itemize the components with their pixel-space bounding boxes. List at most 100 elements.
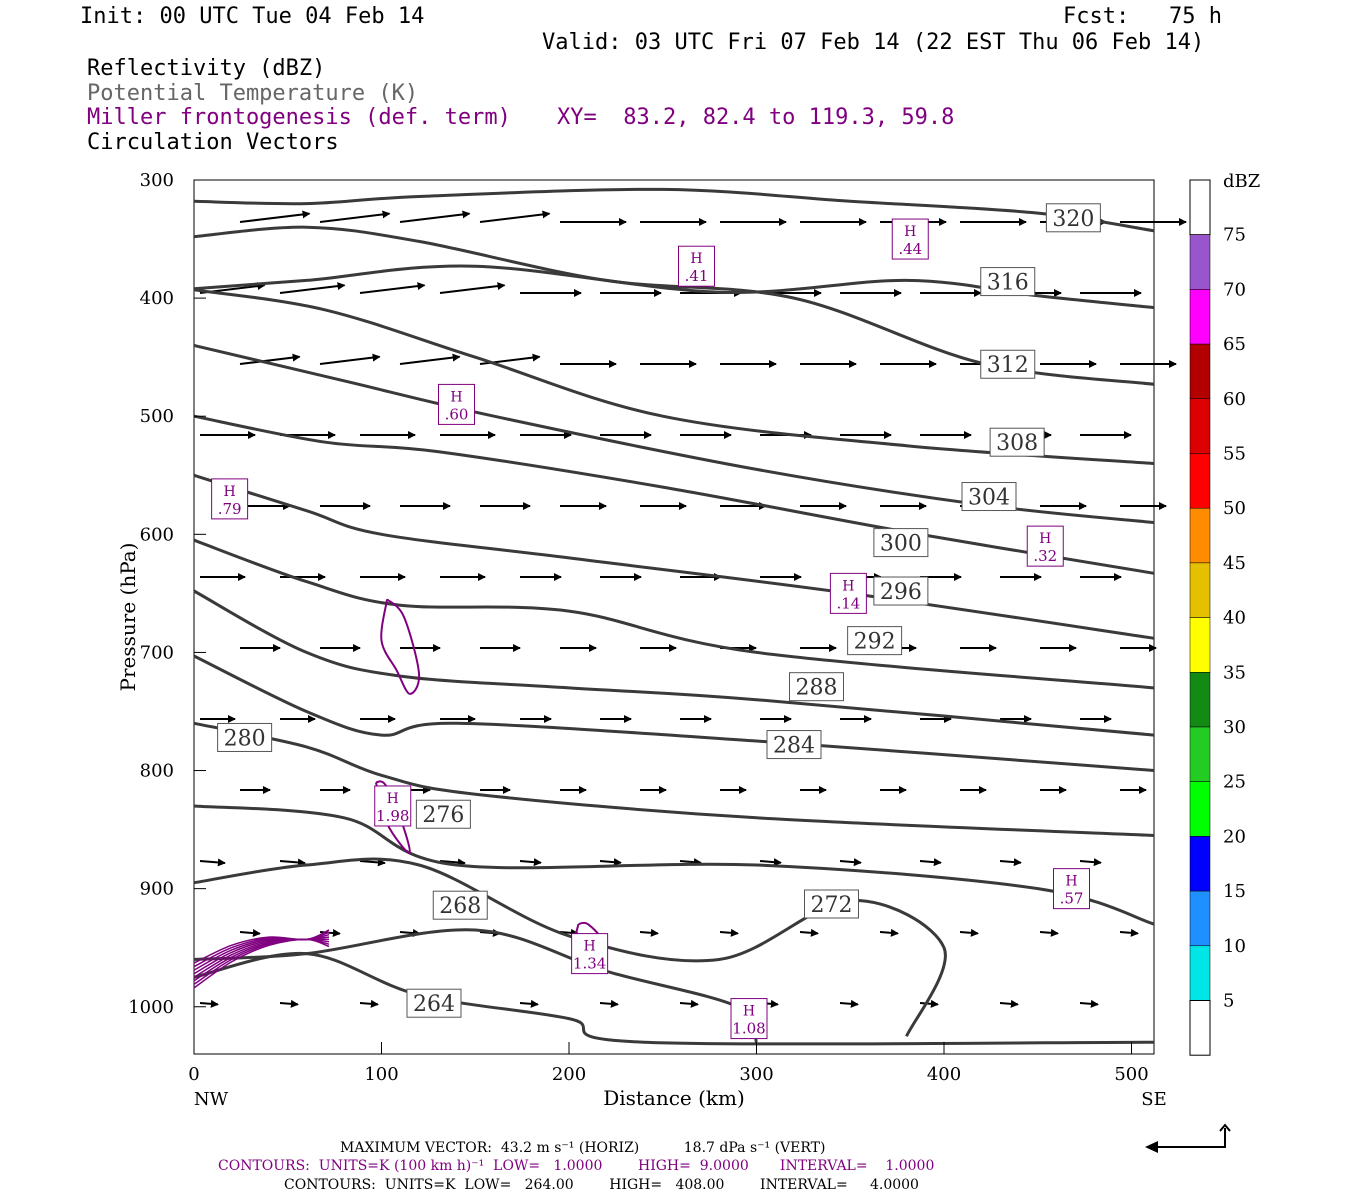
x-tick-label: 0: [188, 1064, 199, 1085]
valid-time: Valid: 03 UTC Fri 07 Feb 14 (22 EST Thu …: [542, 30, 1205, 55]
y-tick-label: 400: [140, 288, 174, 309]
circulation-vector: [999, 999, 1019, 1008]
circulation-vector: [839, 858, 862, 867]
circulation-vector: [239, 929, 261, 938]
circulation-vector: [679, 858, 702, 867]
colorbar-level: 50: [1223, 498, 1246, 519]
colorbar-level: 20: [1223, 826, 1246, 847]
y-tick-label: 700: [140, 642, 174, 663]
colorbar-level: 55: [1223, 444, 1246, 465]
circulation-vector: [519, 999, 539, 1008]
circulation-vector: [1079, 858, 1102, 867]
circulation-vector: [199, 999, 219, 1008]
circulation-vector: [319, 210, 391, 223]
circulation-vector: [1119, 928, 1139, 937]
fronto-max-value: 1.34: [573, 955, 606, 973]
circulation-vector: [359, 858, 386, 867]
fronto-max-value: 1.08: [732, 1020, 765, 1038]
contour-label-box: [989, 427, 1045, 457]
fronto-max-value: .41: [685, 267, 709, 285]
contour-label: 300: [880, 532, 922, 557]
circulation-vector: [479, 210, 551, 223]
fronto-max-label: H: [1065, 874, 1077, 890]
reference-vector: [1145, 1123, 1231, 1153]
reference-vector-head: [1145, 1141, 1158, 1153]
cross-section-endpoints: XY= 83.2, 82.4 to 119.3, 59.8: [557, 105, 955, 130]
fronto-max-value: 1.98: [376, 807, 409, 825]
y-tick-label: 600: [140, 524, 174, 545]
x-tick-label: 100: [364, 1064, 398, 1085]
field-circulation-vectors: Circulation Vectors: [87, 130, 339, 155]
circulation-vector: [439, 282, 506, 294]
contour-label-box: [789, 672, 844, 702]
theta-contour-280: [193, 721, 1155, 837]
colorbar-level: 25: [1223, 772, 1246, 793]
circulation-vector: [959, 928, 979, 937]
fronto-max-label: H: [904, 224, 916, 240]
colorbar-segment: [1189, 289, 1211, 345]
colorbar-title: dBZ: [1223, 171, 1260, 192]
y-tick-label: 300: [140, 170, 174, 191]
circulation-vector: [799, 928, 819, 937]
contour-label-box: [804, 889, 859, 919]
circulation-vector: [999, 858, 1022, 867]
contour-label-box: [766, 730, 822, 760]
circulation-vector: [359, 282, 426, 294]
theta-contour-268: [193, 928, 758, 1043]
forecast-hour: Fcst: 75 h: [1063, 4, 1222, 29]
contour-label-box: [415, 799, 471, 829]
fronto-max-label: H: [450, 389, 462, 405]
colorbar-segment: [1189, 1000, 1211, 1056]
y-tick-label: 500: [140, 406, 174, 427]
contour-label-box: [873, 576, 929, 606]
circulation-vector: [199, 858, 226, 867]
contour-label-box: [847, 626, 903, 656]
plot-frame: [193, 179, 1155, 1055]
contour-label-box: [217, 722, 273, 752]
fronto-max-box: [1053, 868, 1090, 910]
fronto-max-box: [571, 933, 609, 975]
colorbar: dBZ 75 70 65 60 55 50 45 40 35 30 25 20 15 10 5: [1189, 171, 1260, 1056]
circulation-vector: [239, 353, 301, 365]
circulation-vector: [719, 928, 739, 937]
colorbar-segment: [1189, 672, 1211, 728]
fronto-max-label: H: [584, 939, 596, 955]
colorbar-level: 10: [1223, 936, 1246, 957]
colorbar-segment: [1189, 836, 1211, 892]
reference-vector-arrow: [1150, 1128, 1226, 1148]
field-reflectivity: Reflectivity (dBZ): [87, 56, 326, 81]
theta-contour-276: [193, 804, 1155, 926]
fronto-max-label: H: [224, 484, 236, 500]
theta-contour-300: [193, 414, 1155, 575]
circulation-vector: [1079, 999, 1099, 1008]
maximum-vector-note: MAXIMUM VECTOR: 43.2 m s⁻¹ (HORIZ) 18.7 …: [340, 1140, 826, 1156]
fronto-max-box: [211, 478, 249, 520]
circulation-vector: [759, 858, 782, 867]
colorbar-segment: [1189, 234, 1211, 290]
colorbar-level: 65: [1223, 334, 1246, 355]
contour-label-box: [1045, 203, 1101, 233]
fronto-max-label: H: [842, 578, 854, 594]
theta-contours: [193, 187, 1155, 1046]
fronto-max-value: .44: [898, 240, 922, 258]
colorbar-level: 5: [1223, 991, 1234, 1012]
fronto-max-box: [730, 998, 768, 1040]
x-tick-label: 400: [927, 1064, 961, 1085]
circulation-vector: [879, 928, 899, 937]
x-axis-title: Distance (km): [603, 1086, 745, 1110]
theta-contour-264: [193, 951, 1155, 1046]
contour-label: 284: [773, 734, 815, 759]
circulation-vector: [279, 282, 346, 294]
fronto-max-value: .60: [445, 405, 469, 423]
contour-label: 268: [439, 894, 481, 919]
circulation-vector: [319, 929, 341, 938]
y-tick-label: 1000: [128, 997, 174, 1018]
colorbar-level: 45: [1223, 553, 1246, 574]
contour-label-box: [432, 890, 488, 920]
circulation-vector: [279, 999, 299, 1008]
theta-contour-292: [193, 538, 1155, 690]
circulation-vector: [319, 353, 381, 365]
fronto-max-box: [678, 245, 715, 287]
fronto-max-value: .79: [218, 500, 242, 518]
